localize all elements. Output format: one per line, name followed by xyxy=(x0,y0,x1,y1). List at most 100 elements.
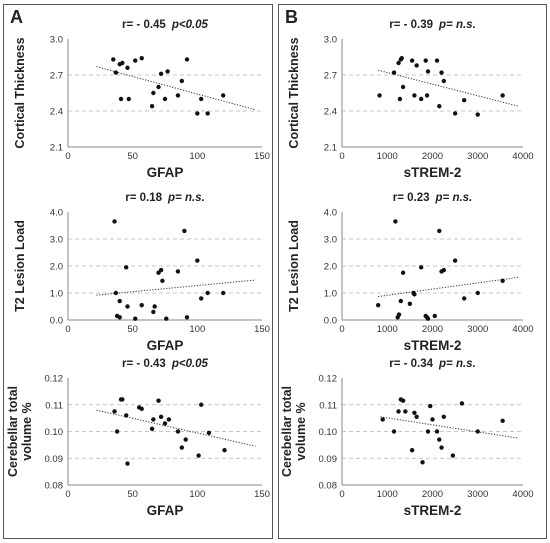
y-tick-label: 3.0 xyxy=(324,35,337,46)
data-point xyxy=(199,96,204,102)
data-point xyxy=(400,398,406,403)
p-value: p<0.05 xyxy=(171,358,209,370)
data-point xyxy=(393,219,398,224)
x-tick-label: 1000 xyxy=(377,324,398,335)
scatter-plot-b1: 2.1 2.4 2.7 3.0 0 1000 2000 3000 4000 sTREM-2 Cort… xyxy=(287,19,534,180)
data-point xyxy=(409,448,415,453)
x-tick-label: 2000 xyxy=(422,489,443,500)
r-value: r= 0.23 xyxy=(393,192,430,204)
data-point xyxy=(425,69,431,74)
data-point xyxy=(151,309,156,315)
data-point xyxy=(439,445,444,450)
x-axis-title: sTREM-2 xyxy=(404,165,462,180)
x-axis-title: GFAP xyxy=(147,503,184,518)
data-point xyxy=(117,315,122,320)
y-axis-title: Cerebellar total xyxy=(6,386,20,477)
x-tick-label: 3000 xyxy=(467,324,488,335)
x-tick-label: 50 xyxy=(127,324,138,335)
data-point xyxy=(461,296,467,301)
y-tick-label: 0.0 xyxy=(324,316,337,327)
x-tick-label: 4000 xyxy=(512,151,533,162)
p-value: p<0.05 xyxy=(171,19,209,31)
data-point xyxy=(139,302,144,308)
y-tick-label: 0.10 xyxy=(45,427,64,438)
data-point xyxy=(112,409,117,414)
r-value: r= - 0.39 xyxy=(389,19,433,31)
data-point xyxy=(125,65,130,71)
data-point xyxy=(133,316,138,321)
r-value: r= - 0.45 xyxy=(122,19,166,31)
scatter-plot-b2: 0.0 1.0 2.0 3.0 4.0 0 1000 2000 3000 4000 sTREM-2 T… xyxy=(287,192,534,353)
data-point xyxy=(149,104,155,109)
data-point xyxy=(113,70,119,75)
data-point xyxy=(158,414,164,419)
data-point xyxy=(475,429,480,434)
x-tick-label: 2000 xyxy=(422,324,443,335)
data-point xyxy=(139,406,144,411)
y-tick-label: 4.0 xyxy=(324,208,337,219)
data-point xyxy=(133,58,138,63)
y-tick-label: 2.0 xyxy=(50,262,63,273)
data-point xyxy=(475,290,480,296)
x-tick-label: 150 xyxy=(254,489,270,500)
data-point xyxy=(418,96,424,102)
data-point xyxy=(396,312,402,317)
data-point xyxy=(199,402,204,407)
x-tick-label: 1000 xyxy=(377,489,398,500)
y-tick-label: 0.11 xyxy=(45,400,63,411)
trend-line xyxy=(96,409,256,447)
y-tick-label: 0.09 xyxy=(319,454,338,465)
data-point xyxy=(125,304,130,309)
data-point xyxy=(182,228,187,234)
p-value: p= n.s. xyxy=(167,192,205,204)
data-point xyxy=(377,93,382,98)
y-tick-label: 2.7 xyxy=(324,71,337,82)
data-point xyxy=(432,313,437,319)
x-tick-label: 0 xyxy=(65,324,70,335)
data-point xyxy=(175,429,181,434)
y-tick-label: 0.0 xyxy=(50,316,63,327)
data-point xyxy=(425,316,431,321)
data-point xyxy=(407,301,413,306)
scatter-plot-a1: 2.1 2.4 2.7 3.0 0 50 100 150 GFAP Cortical Thickn… xyxy=(13,19,270,180)
x-tick-label: 2000 xyxy=(422,151,443,162)
correlation-stat: r= 0.18 p= n.s. xyxy=(125,192,205,204)
data-point xyxy=(124,413,129,418)
data-point xyxy=(179,445,185,450)
y-tick-label: 2.1 xyxy=(324,143,337,154)
data-point xyxy=(500,418,505,423)
data-point xyxy=(409,58,415,63)
data-point xyxy=(434,429,440,434)
data-point xyxy=(124,265,129,270)
data-point xyxy=(452,111,458,116)
data-point xyxy=(459,401,465,406)
x-tick-label: 0 xyxy=(339,151,344,162)
data-point xyxy=(412,93,417,98)
data-point xyxy=(439,70,444,75)
data-point xyxy=(221,93,226,98)
data-point xyxy=(396,60,401,66)
y-tick-label: 0.08 xyxy=(319,481,338,492)
data-point xyxy=(205,290,210,296)
data-point xyxy=(206,430,212,436)
data-point xyxy=(441,267,447,273)
data-point xyxy=(139,56,144,61)
data-point xyxy=(156,398,161,403)
data-point xyxy=(221,290,226,296)
p-value: p= n.s. xyxy=(438,19,476,31)
data-point xyxy=(151,417,156,422)
y-tick-label: 2.0 xyxy=(324,262,337,273)
trend-line xyxy=(380,416,519,439)
data-point xyxy=(162,421,168,426)
data-point xyxy=(175,93,181,98)
data-point xyxy=(423,58,428,63)
correlation-stat: r= - 0.39 p= n.s. xyxy=(389,19,476,31)
correlation-stat: r= 0.23 p= n.s. xyxy=(393,192,473,204)
data-point xyxy=(166,417,172,422)
data-point xyxy=(158,267,164,273)
x-tick-label: 3000 xyxy=(467,151,488,162)
data-point xyxy=(113,290,119,296)
scatter-plot-b3: 0.08 0.09 0.10 0.11 0.12 0 1000 2000 3000 4000 sTR… xyxy=(280,358,534,518)
y-axis-title: Cerebellar total xyxy=(280,386,294,477)
